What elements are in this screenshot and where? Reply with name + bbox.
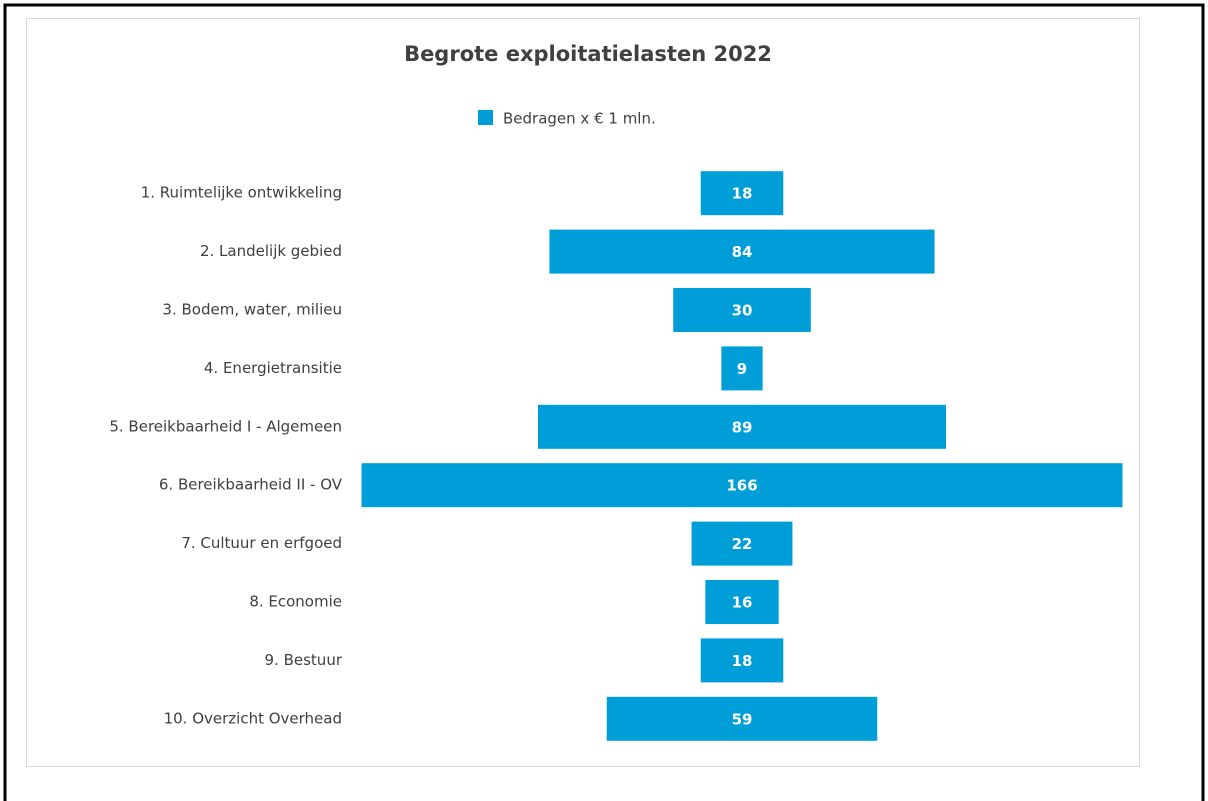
legend-label: Bedragen x € 1 mln. (503, 110, 656, 128)
bar (361, 463, 1123, 508)
bar (691, 521, 793, 566)
category-label: 7. Cultuur en erfgoed (181, 534, 342, 552)
data-label: 59 (732, 710, 753, 728)
category-label: 5. Bereikbaarheid I - Algemeen (109, 417, 342, 435)
category-label: 8. Economie (249, 593, 342, 611)
legend-swatch (478, 110, 493, 125)
bar (721, 346, 763, 391)
bar (700, 638, 784, 683)
data-label: 89 (732, 418, 753, 436)
category-label: 3. Bodem, water, milieu (162, 301, 342, 319)
frame (3, 3, 1205, 801)
category-label: 10. Overzicht Overhead (164, 709, 342, 727)
bar (549, 229, 935, 274)
data-label: 30 (732, 302, 753, 320)
data-label: 22 (732, 535, 753, 553)
data-label: 166 (726, 477, 757, 495)
data-label: 18 (732, 185, 753, 203)
category-label: 6. Bereikbaarheid II - OV (159, 476, 343, 494)
category-label: 4. Energietransitie (204, 359, 342, 377)
bar (700, 171, 784, 216)
category-label: 2. Landelijk gebied (200, 242, 342, 260)
data-label: 9 (737, 360, 747, 378)
bar (705, 580, 779, 624)
category-label: 1. Ruimtelijke ontwikkeling (141, 184, 342, 202)
bar (606, 696, 878, 741)
bar (673, 288, 811, 332)
data-label: 18 (732, 652, 753, 670)
data-label: 84 (732, 243, 753, 261)
category-label: 9. Bestuur (265, 651, 343, 669)
data-label: 16 (732, 594, 753, 612)
chart-title: Begrote exploitatielasten 2022 (404, 42, 772, 66)
bar (537, 404, 947, 449)
chart-area (26, 18, 1140, 767)
